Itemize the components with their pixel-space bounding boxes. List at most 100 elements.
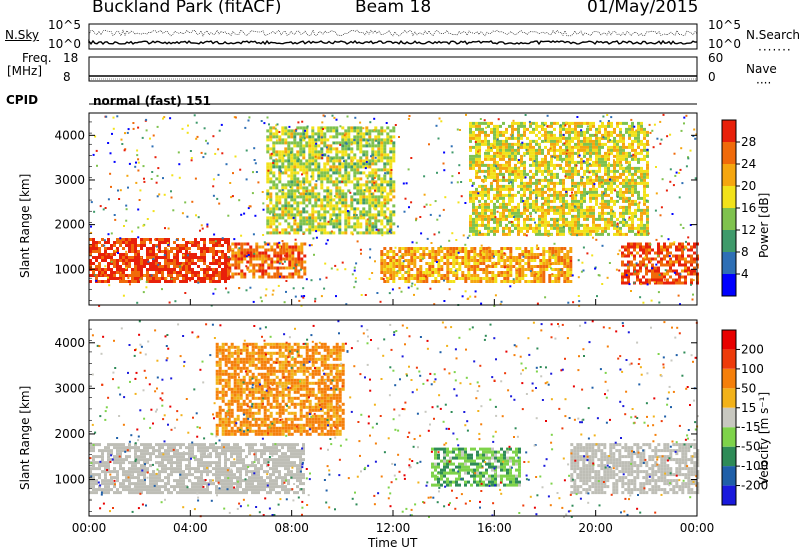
data-cell	[458, 262, 462, 265]
data-cell	[291, 266, 295, 270]
scatter-cell	[662, 113, 665, 116]
data-cell	[678, 245, 681, 249]
scatter-cell	[186, 131, 189, 134]
data-cell	[499, 190, 502, 194]
data-cell	[317, 138, 321, 142]
data-cell	[520, 169, 523, 173]
data-cell	[434, 259, 438, 262]
data-cell	[502, 208, 505, 212]
data-cell	[536, 265, 540, 268]
data-cell	[383, 177, 387, 181]
data-cell	[583, 172, 586, 176]
data-cell	[568, 157, 571, 161]
data-cell	[374, 174, 378, 178]
data-cell	[272, 204, 276, 208]
data-cell	[535, 166, 538, 170]
data-cell	[530, 280, 534, 283]
data-cell	[553, 184, 556, 188]
scatter-cell	[253, 252, 256, 255]
data-cell	[110, 277, 113, 280]
data-cell	[583, 151, 586, 155]
data-cell	[669, 260, 672, 264]
data-cell	[206, 247, 209, 250]
data-cell	[434, 256, 438, 259]
data-cell	[634, 136, 637, 140]
data-cell	[497, 256, 501, 259]
data-cell	[332, 135, 336, 139]
data-cell	[218, 238, 221, 241]
data-cell	[149, 238, 152, 241]
data-cell	[197, 244, 200, 247]
scatter-cell	[564, 151, 567, 154]
data-cell	[475, 208, 478, 212]
data-cell	[493, 187, 496, 191]
data-cell	[526, 199, 529, 203]
data-cell	[206, 265, 209, 268]
data-cell	[491, 271, 495, 274]
scatter-cell	[184, 201, 187, 204]
data-cell	[276, 260, 280, 264]
data-cell	[276, 251, 280, 255]
data-cell	[490, 199, 493, 203]
data-cell	[532, 202, 535, 206]
data-cell	[484, 232, 487, 236]
data-cell	[646, 175, 649, 179]
data-cell	[293, 138, 297, 142]
data-cell	[508, 178, 511, 182]
data-cell	[669, 269, 672, 273]
data-cell	[648, 278, 651, 282]
data-cell	[499, 148, 502, 152]
data-cell	[666, 269, 669, 273]
data-cell	[281, 165, 285, 169]
data-cell	[266, 144, 270, 148]
data-cell	[272, 180, 276, 184]
data-cell	[300, 248, 304, 252]
data-cell	[478, 199, 481, 203]
data-cell	[610, 121, 613, 125]
data-cell	[624, 254, 627, 258]
data-cell	[95, 274, 98, 277]
data-cell	[338, 174, 342, 178]
data-cell	[490, 208, 493, 212]
scatter-cell	[288, 125, 291, 128]
data-cell	[592, 142, 595, 146]
scatter-cell	[660, 138, 663, 141]
data-cell	[299, 225, 303, 229]
data-cell	[374, 162, 378, 166]
data-cell	[485, 277, 489, 280]
scatter-cell	[599, 202, 602, 205]
data-cell	[544, 217, 547, 221]
data-cell	[657, 260, 660, 264]
data-cell	[571, 169, 574, 173]
data-cell	[261, 263, 265, 267]
data-cell	[482, 268, 486, 271]
data-cell	[392, 256, 396, 259]
data-cell	[619, 211, 622, 215]
data-cell	[356, 165, 360, 169]
nsearch-legend-dots: ·······	[758, 43, 792, 57]
data-cell	[601, 124, 604, 128]
data-cell	[95, 259, 98, 262]
data-cell	[577, 202, 580, 206]
data-cell	[326, 147, 330, 151]
data-cell	[637, 142, 640, 146]
data-cell	[554, 256, 558, 259]
data-cell	[529, 130, 532, 134]
data-cell	[356, 129, 360, 133]
data-cell	[566, 274, 570, 277]
scatter-cell	[313, 253, 315, 256]
data-cell	[293, 201, 297, 205]
data-cell	[506, 280, 510, 283]
data-cell	[374, 216, 378, 220]
data-cell	[536, 247, 540, 250]
data-cell	[152, 247, 155, 250]
data-cell	[532, 226, 535, 230]
data-cell	[344, 231, 348, 235]
data-cell	[571, 154, 574, 158]
data-cell	[640, 130, 643, 134]
data-cell	[511, 157, 514, 161]
data-cell	[642, 263, 645, 267]
data-cell	[284, 201, 288, 205]
data-cell	[329, 195, 333, 199]
data-cell	[353, 153, 357, 157]
